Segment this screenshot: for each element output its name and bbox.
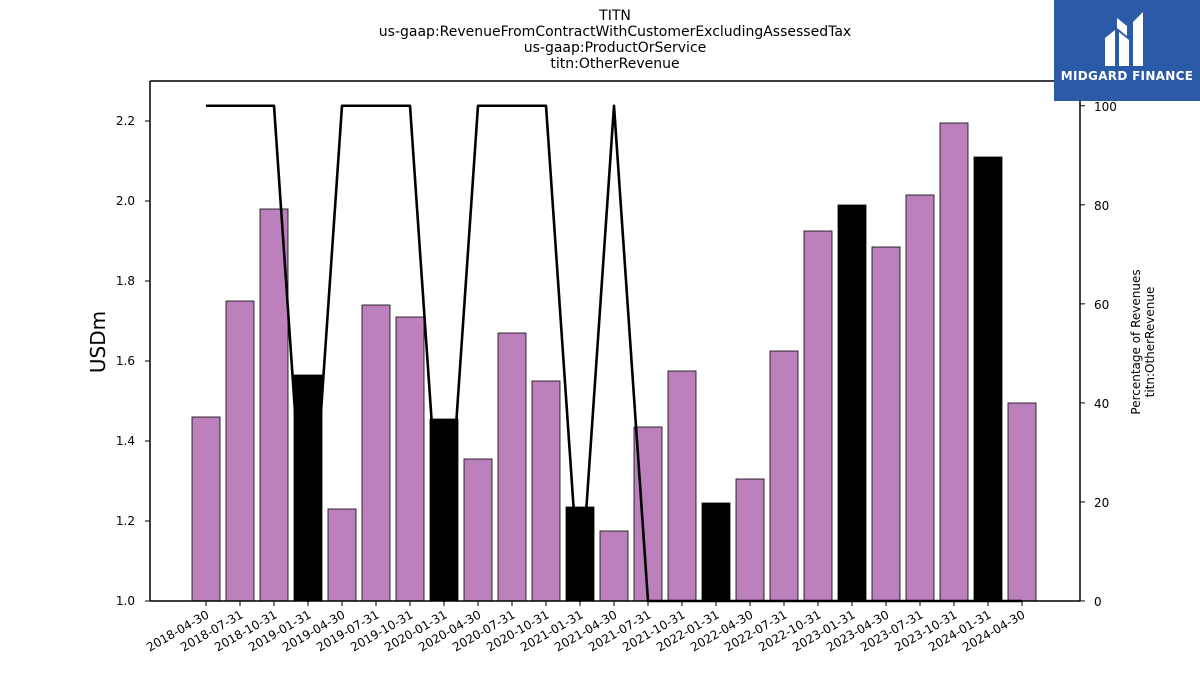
y-tick-label: 1.0 (116, 594, 135, 608)
y-tick-label: 1.8 (116, 274, 135, 288)
bar-2023-01-31 (837, 204, 867, 602)
title-line-2: us-gaap:RevenueFromContractWithCustomerE… (379, 24, 851, 40)
y2-tick-label: 60 (1094, 298, 1109, 312)
bar-2018-04-30 (191, 416, 221, 602)
bar-series (191, 122, 1037, 602)
y-axis-left: 1.0 1.2 1.4 1.6 1.8 2.0 2.2 (116, 114, 150, 608)
y2-axis-label: Percentage of Revenues titn:OtherRevenue (1129, 269, 1157, 414)
logo-text: MIDGARD FINANCE (1060, 69, 1194, 83)
bar-2020-10-31 (531, 380, 561, 602)
title-line-3: us-gaap:ProductOrService (524, 40, 707, 56)
bar-2023-10-31 (939, 122, 969, 602)
title-line-1: TITN (598, 8, 631, 24)
y2-tick-label: 80 (1094, 199, 1109, 213)
y2-axis-label-line-2: titn:OtherRevenue (1143, 287, 1157, 398)
y-tick-label: 1.4 (116, 434, 135, 448)
bar-2018-10-31 (259, 208, 289, 602)
bar-2020-07-31 (497, 332, 527, 602)
bar-2019-01-31 (293, 374, 323, 602)
plot-frame (149, 80, 1081, 602)
y2-axis-label-line-1: Percentage of Revenues (1129, 269, 1143, 414)
bar-2019-10-31 (395, 316, 425, 602)
y-tick-label: 2.2 (116, 114, 135, 128)
bar-2020-04-30 (463, 458, 493, 602)
bar-2021-04-30 (599, 530, 629, 602)
y-axis-label: USDm (86, 311, 110, 373)
y-tick-label: 1.2 (116, 514, 135, 528)
bar-2022-10-31 (803, 230, 833, 602)
bar-2022-01-31 (701, 502, 731, 602)
bar-2019-04-30 (327, 508, 357, 602)
y-axis-right: 0 20 40 60 80 100 (1080, 100, 1117, 609)
bar-2021-10-31 (667, 370, 697, 602)
bar-2019-07-31 (361, 304, 391, 602)
bar-2024-04-30 (1007, 402, 1037, 602)
bar-2018-07-31 (225, 300, 255, 602)
chart-title: TITN us-gaap:RevenueFromContractWithCust… (379, 8, 851, 72)
title-line-4: titn:OtherRevenue (550, 56, 679, 72)
y-tick-label: 2.0 (116, 194, 135, 208)
bar-2023-07-31 (905, 194, 935, 602)
x-axis: 2018-04-302018-07-312018-10-312019-01-31… (144, 601, 1028, 654)
bar-2022-07-31 (769, 350, 799, 602)
bar-2023-04-30 (871, 246, 901, 602)
y2-tick-label: 0 (1094, 595, 1102, 609)
y-tick-label: 1.6 (116, 354, 135, 368)
midgard-logo-icon (1105, 12, 1143, 66)
bar-2024-01-31 (973, 156, 1003, 602)
y2-tick-label: 40 (1094, 397, 1109, 411)
y2-tick-label: 20 (1094, 496, 1109, 510)
bar-2022-04-30 (735, 478, 765, 602)
y2-tick-label: 100 (1094, 100, 1117, 114)
brand-logo: MIDGARD FINANCE (1054, 0, 1200, 101)
